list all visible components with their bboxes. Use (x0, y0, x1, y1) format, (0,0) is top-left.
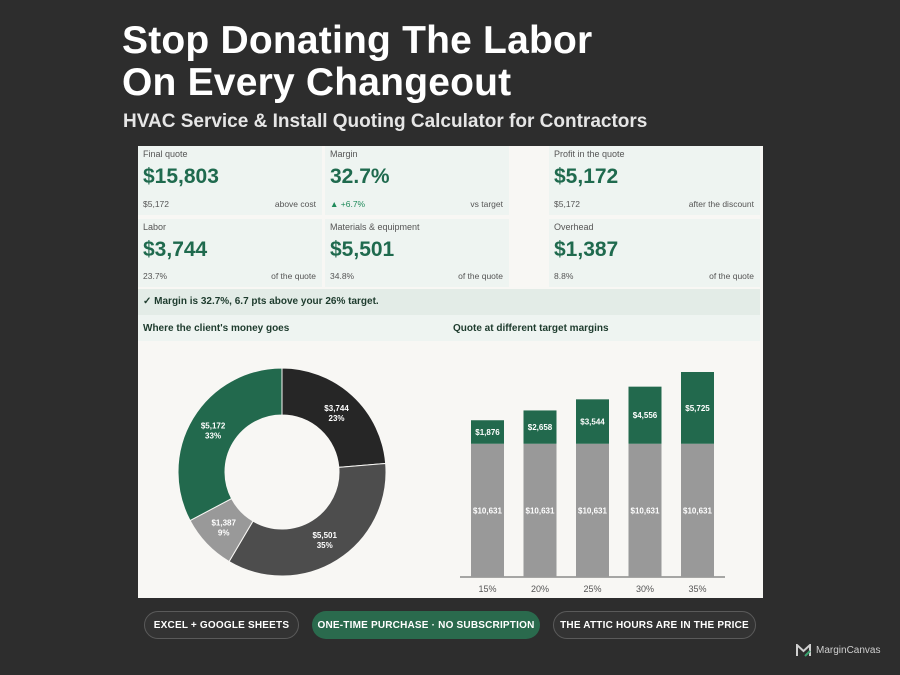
subheadline: HVAC Service & Install Quoting Calculato… (123, 111, 648, 132)
kpi-overhead: Overhead $1,387 8.8% of the quote (549, 219, 760, 287)
bar-cost-segment (576, 443, 609, 577)
status-banner: ✓ Margin is 32.7%, 6.7 pts above your 26… (138, 289, 760, 315)
kpi-label: Materials & equipment (330, 222, 420, 232)
bar-cost-segment (523, 443, 557, 577)
kpi-value: $1,387 (554, 238, 619, 261)
bar-cost-segment (628, 443, 662, 577)
kpi-sub-caption: of the quote (709, 271, 754, 281)
kpi-sub-value: 34.8% (330, 271, 355, 281)
kpi-sub-value: $5,172 (143, 199, 169, 209)
bar-value-label: $10,631 (683, 506, 712, 515)
donut-slice-1 (228, 462, 387, 577)
kpi-profit: Profit in the quote $5,172 $5,172 after … (549, 146, 760, 215)
stacked-bar-chart: $10,631 $1,876 15% $10,631 $2,658 20% $10,631 $… (460, 372, 725, 594)
kpi-value: 32.7% (330, 165, 390, 188)
kpi-sub-caption: after the discount (688, 199, 754, 209)
kpi-sub-value: 23.7% (143, 271, 168, 281)
kpi-label: Labor (143, 222, 167, 232)
bar-value-label: $4,556 (633, 411, 658, 420)
x-tick-label: 30% (636, 584, 654, 594)
bars-section-header: Quote at different target margins (448, 315, 760, 341)
kpi-final-quote: Final quote $15,803 $5,172 above cost (138, 146, 322, 215)
kpi-sub-value: ▲ +6.7% (330, 199, 366, 209)
x-tick-label: 35% (688, 584, 706, 594)
brand-logo: MarginCanvas (796, 644, 880, 657)
x-tick-label: 20% (531, 584, 549, 594)
kpi-label: Final quote (143, 149, 188, 159)
donut-section-title: Where the client's money goes (143, 323, 290, 334)
kpi-sub-caption: above cost (274, 199, 316, 209)
donut-slice-pct-label: 35% (317, 541, 333, 550)
kpi-label: Margin (330, 149, 358, 159)
bar-value-label: $10,631 (631, 506, 660, 515)
kpi-sub-value: $5,172 (554, 199, 580, 209)
bar-cost-segment (471, 443, 504, 577)
kpi-label: Profit in the quote (554, 149, 625, 159)
donut-slice-value-label: $3,744 (324, 404, 349, 413)
kpi-margin: Margin 32.7% ▲ +6.7% vs target (325, 146, 509, 215)
calculator-panel: Final quote $15,803 $5,172 above cost Ma… (138, 146, 763, 598)
bar-profit-segment (523, 410, 557, 444)
bar-value-label: $10,631 (526, 506, 555, 515)
donut-slice-pct-label: 9% (218, 529, 230, 538)
donut-slice-0 (281, 367, 387, 468)
bar-profit-segment (628, 386, 662, 444)
donut-section-header: Where the client's money goes (138, 315, 448, 341)
pill-attic-hours: THE ATTIC HOURS ARE IN THE PRICE (553, 611, 756, 639)
kpi-value: $3,744 (143, 238, 208, 261)
pill-one-time-purchase: ONE-TIME PURCHASE · NO SUBSCRIPTION (312, 611, 540, 639)
donut-slice-value-label: $5,501 (312, 531, 337, 540)
status-banner-text: ✓ Margin is 32.7%, 6.7 pts above your 26… (143, 296, 379, 307)
kpi-sub-caption: vs target (470, 199, 503, 209)
kpi-label: Overhead (554, 222, 594, 232)
x-tick-label: 15% (478, 584, 496, 594)
bar-value-label: $10,631 (578, 506, 607, 515)
bar-profit-segment (681, 372, 714, 444)
bar-cost-segment (681, 443, 714, 577)
kpi-value: $5,172 (554, 165, 619, 188)
bar-value-label: $2,658 (528, 423, 553, 432)
bar-value-label: $10,631 (473, 506, 502, 515)
kpi-materials: Materials & equipment $5,501 34.8% of th… (325, 219, 509, 287)
bar-value-label: $1,876 (475, 428, 500, 437)
bar-value-label: $3,544 (580, 418, 605, 427)
kpi-sub-caption: of the quote (458, 271, 503, 281)
kpi-sub-caption: of the quote (271, 271, 316, 281)
bar-value-label: $5,725 (685, 404, 710, 413)
headline-line-1: Stop Donating The Labor (122, 19, 593, 62)
donut-slice-value-label: $5,172 (201, 421, 226, 430)
bar-profit-segment (471, 420, 504, 444)
x-tick-label: 25% (583, 584, 601, 594)
donut-slice-pct-label: 23% (329, 414, 345, 423)
kpi-labor: Labor $3,744 23.7% of the quote (138, 219, 322, 287)
headline-line-2: On Every Changeout (122, 61, 512, 104)
headline: Stop Donating The Labor On Every Changeo… (122, 20, 592, 104)
brand-name: MarginCanvas (816, 645, 881, 656)
donut-slice-pct-label: 33% (205, 431, 221, 440)
margincanvas-logo-icon (796, 644, 811, 657)
bars-section-title: Quote at different target margins (453, 323, 609, 334)
donut-slice-3 (177, 367, 283, 522)
bar-profit-segment (576, 399, 609, 444)
donut-slice-value-label: $1,387 (211, 519, 236, 528)
kpi-sub-value: 8.8% (554, 271, 574, 281)
kpi-value: $15,803 (143, 165, 219, 188)
pill-excel-google-sheets: EXCEL + GOOGLE SHEETS (144, 611, 299, 639)
kpi-value: $5,501 (330, 238, 395, 261)
